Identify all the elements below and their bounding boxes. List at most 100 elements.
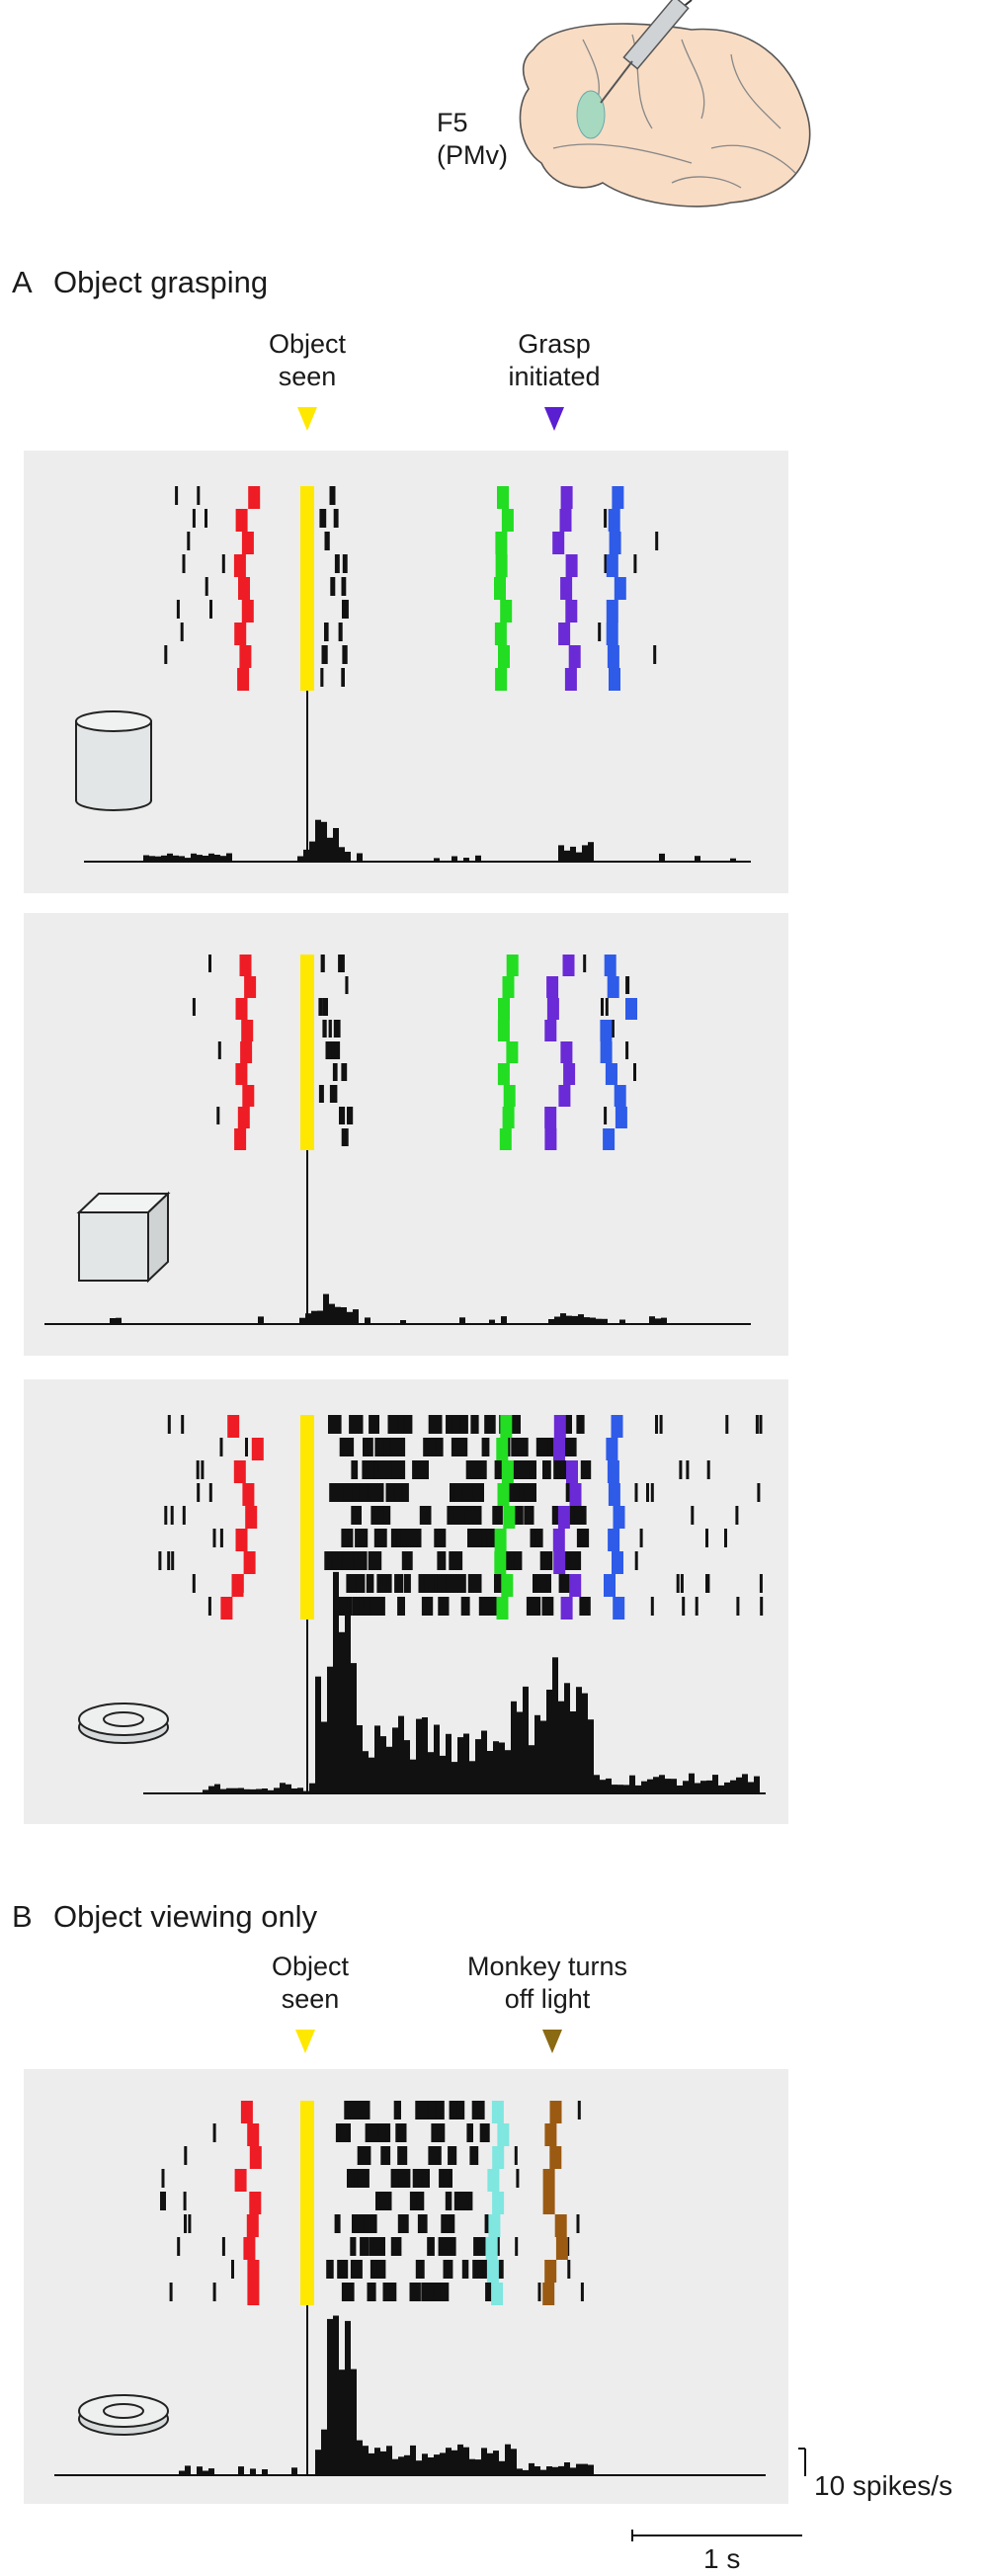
histogram-bar — [345, 2320, 351, 2475]
histogram-bar — [602, 1318, 608, 1324]
spike-tick — [374, 1438, 384, 1456]
spike-tick — [414, 1460, 429, 1479]
spike-tick — [653, 645, 657, 664]
histogram-bar — [347, 1311, 353, 1324]
histogram-bar — [369, 1757, 374, 1793]
spike-tick — [436, 1529, 447, 1547]
spike-tick — [562, 1438, 577, 1456]
histogram-bar — [463, 1733, 469, 1793]
spike-tick — [655, 1415, 658, 1434]
spike-tick — [577, 1529, 590, 1547]
event-marker — [600, 1041, 613, 1063]
spike-tick — [320, 955, 325, 972]
spike-tick — [650, 1483, 654, 1502]
event-marker — [234, 1128, 247, 1150]
event-marker — [242, 1085, 255, 1107]
histogram-bar — [517, 1711, 523, 1793]
event-marker — [496, 1438, 509, 1460]
spike-tick — [676, 1574, 680, 1593]
histogram-bar — [570, 846, 576, 862]
spike-tick — [453, 1574, 466, 1593]
spike-tick — [221, 554, 225, 573]
histogram-bar — [505, 1750, 511, 1793]
spike-tick — [351, 1506, 362, 1525]
histogram-bar — [357, 1725, 363, 1793]
spike-tick — [604, 554, 608, 573]
histogram-bar — [208, 1786, 214, 1793]
histogram-bar — [617, 1785, 623, 1793]
histogram-bar — [582, 845, 588, 862]
spike-tick — [341, 668, 345, 687]
spike-tick — [370, 1506, 384, 1525]
event-marker — [491, 2101, 504, 2123]
histogram-bar — [323, 1293, 329, 1324]
histogram-bar — [546, 1690, 552, 1793]
spike-tick — [428, 2146, 442, 2165]
spike-tick — [325, 1041, 332, 1059]
object-seen-marker — [300, 486, 314, 691]
event-marker — [237, 668, 250, 691]
spike-tick — [341, 1128, 346, 1146]
event-marker — [609, 668, 620, 691]
spike-tick — [395, 2123, 407, 2142]
spike-tick — [504, 1551, 515, 1570]
histogram-bar — [440, 1755, 446, 1793]
spike-tick — [208, 1483, 212, 1502]
spike-tick — [338, 955, 345, 972]
section-b-letter: B — [12, 1899, 33, 1934]
spike-tick — [393, 2101, 401, 2119]
spike-tick — [183, 2192, 187, 2210]
spike-tick — [333, 1020, 341, 1038]
spike-tick — [446, 1574, 455, 1593]
event-marker — [555, 2237, 568, 2260]
histogram-bar — [208, 2468, 214, 2475]
spike-tick — [424, 1574, 435, 1593]
histogram-bar — [558, 1701, 564, 1793]
spike-tick — [605, 998, 609, 1016]
histogram-bar — [635, 1785, 641, 1793]
spike-tick — [329, 1483, 344, 1502]
event-marker — [503, 1085, 516, 1107]
spike-tick — [496, 1506, 503, 1525]
histogram-bar — [552, 1657, 558, 1793]
spike-tick — [445, 2192, 452, 2210]
event-marker — [495, 532, 508, 554]
spike-tick — [170, 1506, 174, 1525]
histogram-bar — [661, 1317, 667, 1324]
spike-tick — [569, 1506, 579, 1525]
spike-tick — [365, 2123, 378, 2142]
event-marker — [497, 1020, 510, 1041]
spike-tick — [376, 2260, 386, 2279]
histogram-bar — [297, 1787, 303, 1793]
ring-icon — [103, 1711, 144, 1727]
spike-tick — [430, 2283, 441, 2301]
event-marker — [487, 2169, 500, 2192]
spike-tick — [446, 1415, 455, 1434]
histogram-bar — [554, 1316, 560, 1324]
histogram-bar — [606, 1778, 612, 1793]
spike-tick — [167, 1415, 171, 1434]
spike-tick — [534, 1529, 543, 1547]
event-marker — [609, 532, 621, 554]
event-marker — [606, 1438, 618, 1460]
event-marker — [231, 1574, 244, 1597]
spike-tick — [182, 554, 186, 573]
histogram-bar — [529, 1745, 534, 1793]
histogram-bar — [365, 1317, 370, 1324]
histogram-bar — [220, 1788, 226, 1793]
event-marker — [497, 486, 509, 509]
histogram-bar — [612, 1785, 617, 1793]
spike-tick — [342, 600, 349, 619]
spike-tick — [402, 2214, 409, 2233]
event-marker — [600, 1020, 613, 1041]
histogram-bar — [256, 1788, 262, 1793]
object-seen-marker — [300, 2101, 314, 2305]
spike-tick — [567, 2260, 571, 2279]
spike-tick — [350, 2237, 357, 2256]
spike-tick — [565, 1415, 572, 1434]
histogram-bar — [619, 1319, 625, 1324]
event-marker — [544, 1107, 557, 1128]
histogram-bar — [570, 2467, 576, 2475]
spike-tick — [576, 2214, 580, 2233]
